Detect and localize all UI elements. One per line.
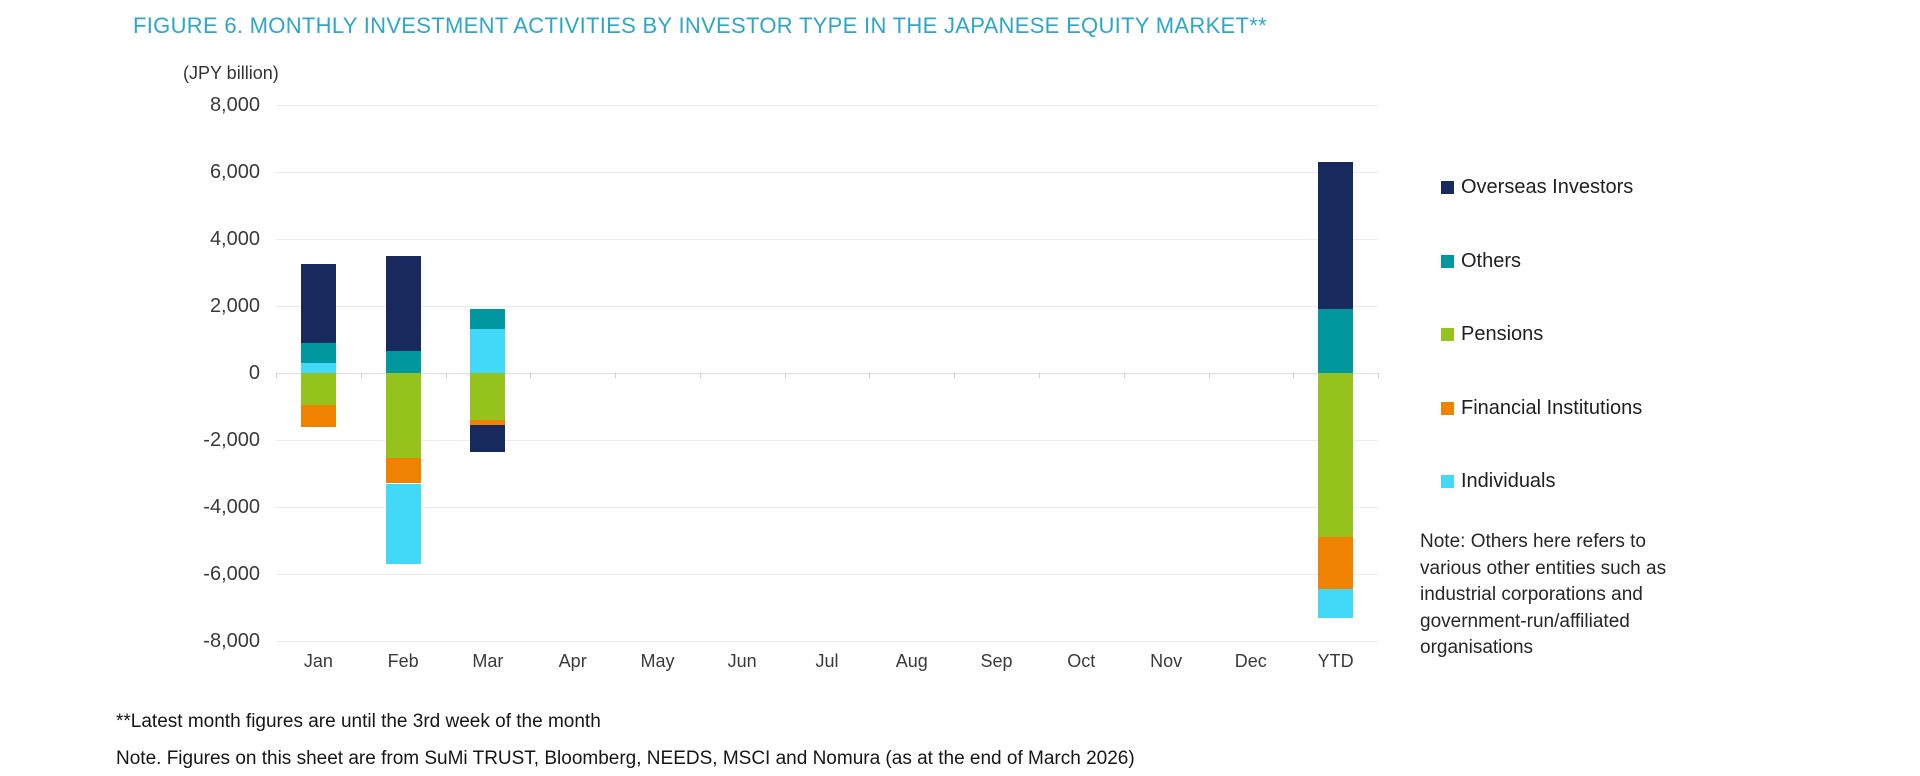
gridline-6000 xyxy=(276,172,1378,173)
zero-axis-tick xyxy=(530,373,532,378)
x-axis-label-may: May xyxy=(640,651,675,671)
x-axis-label-feb: Feb xyxy=(387,651,419,671)
gridline--4000 xyxy=(276,507,1378,508)
legend-item-overseas-investors: Overseas Investors xyxy=(1441,176,1633,199)
bar-segment-others xyxy=(300,342,336,363)
zero-axis-tick xyxy=(1293,373,1295,378)
legend-label: Financial Institutions xyxy=(1461,396,1643,419)
bar-segment-others xyxy=(470,309,506,330)
others-note: Note: Others here refers to various othe… xyxy=(1420,529,1666,662)
x-axis-label-jul: Jul xyxy=(815,651,839,671)
y-axis-unit-label: (JPY billion) xyxy=(183,63,279,83)
gridline-4000 xyxy=(276,239,1378,240)
legend-label: Individuals xyxy=(1461,470,1556,493)
legend-item-financial-institutions: Financial Institutions xyxy=(1441,397,1642,420)
legend-swatch-financial-institutions xyxy=(1441,401,1454,415)
x-axis-label-aug: Aug xyxy=(895,651,928,671)
zero-axis-tick xyxy=(360,373,362,378)
y-tick-label: 0 xyxy=(248,362,260,384)
bar-segment-overseas-investors xyxy=(385,255,421,352)
y-tick-label: -8,000 xyxy=(203,630,260,652)
zero-axis-tick xyxy=(445,373,447,378)
y-tick-label: -6,000 xyxy=(203,563,260,585)
bar-segment-pensions xyxy=(385,373,421,459)
legend-item-individuals: Individuals xyxy=(1441,470,1556,493)
legend-swatch-others xyxy=(1441,254,1454,268)
x-axis-label-dec: Dec xyxy=(1234,651,1267,671)
legend-swatch-overseas-investors xyxy=(1441,181,1454,194)
legend-label: Others xyxy=(1461,249,1522,272)
legend-swatch-individuals xyxy=(1441,475,1454,489)
x-axis-label-jan: Jan xyxy=(303,651,333,671)
x-axis-label-ytd: YTD xyxy=(1317,651,1354,671)
zero-axis-tick xyxy=(954,373,956,378)
zero-axis-tick xyxy=(615,373,617,378)
zero-axis-tick xyxy=(784,373,786,378)
gridline-0 xyxy=(276,373,1378,374)
bar-segment-financial-institutions xyxy=(385,458,421,484)
others-note-line: industrial corporations and xyxy=(1420,584,1643,605)
gridline-8000 xyxy=(276,105,1378,106)
bar-segment-overseas-investors xyxy=(1318,161,1354,310)
y-tick-label: 8,000 xyxy=(209,94,260,116)
footnote-latest-month: **Latest month figures are until the 3rd… xyxy=(116,711,601,732)
legend-item-others: Others xyxy=(1441,250,1521,273)
x-axis-label-jun: Jun xyxy=(727,651,757,671)
footnote-source: Note. Figures on this sheet are from SuM… xyxy=(116,748,1135,769)
bar-segment-individuals xyxy=(1318,589,1354,618)
bar-segment-pensions xyxy=(1318,373,1354,538)
zero-axis-tick xyxy=(1038,373,1040,378)
zero-axis-tick xyxy=(276,373,277,378)
x-axis-label-sep: Sep xyxy=(980,651,1013,671)
gridline-2000 xyxy=(276,306,1378,307)
bar-segment-others xyxy=(385,351,421,373)
zero-axis-tick xyxy=(869,373,871,378)
zero-axis-tick xyxy=(1378,373,1379,378)
bar-segment-pensions xyxy=(300,373,336,405)
y-tick-label: 4,000 xyxy=(209,228,260,250)
y-tick-label: 2,000 xyxy=(209,295,260,317)
gridline--6000 xyxy=(276,574,1378,575)
x-axis-label-nov: Nov xyxy=(1150,651,1183,671)
others-note-line: various other entities such as xyxy=(1420,557,1667,579)
y-tick-label: -2,000 xyxy=(203,429,260,451)
bar-segment-others xyxy=(1318,309,1354,373)
others-note-line: Note: Others here refers to xyxy=(1420,531,1646,552)
gridline--8000 xyxy=(276,641,1378,642)
figure-title: FIGURE 6. MONTHLY INVESTMENT ACTIVITIES … xyxy=(133,13,1267,38)
x-axis-label-mar: Mar xyxy=(472,651,504,671)
zero-axis-tick xyxy=(699,373,701,378)
bar-segment-individuals xyxy=(470,329,506,373)
bar-segment-financial-institutions xyxy=(1318,537,1354,589)
y-tick-label: -4,000 xyxy=(203,496,260,518)
others-note-line: government-run/affiliated xyxy=(1420,610,1630,632)
bar-segment-individuals xyxy=(385,483,421,564)
bar-segment-overseas-investors xyxy=(300,264,336,343)
x-axis-label-oct: Oct xyxy=(1067,651,1096,671)
x-axis-label-apr: Apr xyxy=(558,651,587,671)
zero-axis-tick xyxy=(1208,373,1210,378)
bar-segment-financial-institutions xyxy=(300,404,336,427)
legend-label: Overseas Investors xyxy=(1461,176,1634,198)
legend-swatch-pensions xyxy=(1441,328,1454,342)
gridline--2000 xyxy=(276,440,1378,441)
others-note-line: organisations xyxy=(1420,637,1534,658)
legend-item-pensions: Pensions xyxy=(1441,323,1543,346)
bar-segment-individuals xyxy=(300,362,336,373)
bar-segment-financial-institutions xyxy=(470,419,506,425)
y-tick-label: 6,000 xyxy=(209,161,260,183)
zero-axis-tick xyxy=(1123,373,1125,378)
legend-label: Pensions xyxy=(1461,323,1544,346)
bar-segment-overseas-investors xyxy=(470,424,506,452)
bar-segment-pensions xyxy=(470,373,506,420)
